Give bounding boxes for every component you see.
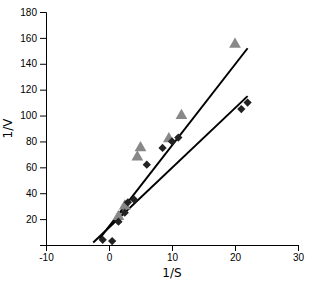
y-axis-tick-label: 160 [20,33,37,44]
y-axis-tick: 20 [26,214,46,225]
diamond-point [130,196,138,204]
y-axis-tick-mark [40,12,46,13]
diamond-point [174,133,182,141]
diamond-point [108,237,116,245]
y-axis-tick-label: 60 [26,162,38,173]
y-axis-title: 1/V [1,118,15,139]
x-axis-line [47,246,299,252]
plot: -10 0 10 20 30 20 40 60 80 100 120 140 160 180 [20,7,304,263]
x-axis-tick-mark [172,245,173,251]
chart: -10 0 10 20 30 20 40 60 80 100 120 140 160 180 1/S 1/V [0,0,312,283]
y-axis-tick-label: 20 [26,214,38,225]
y-axis-tick-mark [40,116,46,117]
y-axis-tick-mark [40,219,46,220]
y-axis-tick-mark [40,141,46,142]
y-axis-tick-mark [40,90,46,91]
x-axis-tick: 10 [167,245,179,263]
x-axis-tick-label: 20 [230,252,242,263]
trend-line [93,96,247,242]
y-axis-tick-label: 180 [20,7,37,18]
y-axis-tick-label: 80 [26,136,38,147]
y-axis-tick: 100 [20,110,46,121]
y-axis-tick: 80 [26,136,46,147]
y-axis-tick-mark [40,64,46,65]
y-axis-tick-label: 40 [26,188,38,199]
triangle-point [135,141,147,151]
x-axis-tick-label: 30 [293,252,305,263]
y-axis-tick: 60 [26,162,46,173]
triangle-point [176,109,188,119]
x-axis: -10 0 10 20 30 [39,245,304,263]
x-axis-title: 1/S [162,266,181,280]
y-axis-tick-label: 140 [20,58,37,69]
x-axis-tick-mark [235,245,236,251]
x-axis-tick-label: 0 [107,252,113,263]
x-axis-tick: 30 [293,245,305,263]
diamond-point [168,137,176,145]
y-axis-tick-mark [40,193,46,194]
y-axis-tick: 180 [20,7,46,18]
diamond-point [114,218,122,226]
triangle-point [229,38,241,48]
y-axis: 20 40 60 80 100 120 140 160 180 [20,7,46,246]
x-axis-tick: -10 [39,245,54,263]
diamond-point [243,98,251,106]
triangle-point [131,150,143,160]
x-axis-tick-label: 10 [167,252,179,263]
diamond-point [99,236,107,244]
x-axis-tick-label: -10 [39,252,54,263]
y-axis-tick: 140 [20,58,46,69]
x-axis-tick: 0 [107,245,113,263]
lines [93,48,247,242]
diamond-point [158,144,166,152]
x-axis-tick-mark [298,245,299,251]
y-axis-tick-label: 120 [20,84,37,95]
diamond-point [121,209,129,217]
y-axis-tick: 160 [20,33,46,44]
diamond-point [143,161,151,169]
marks [93,38,251,245]
y-axis-tick-mark [40,38,46,39]
diamond-point [237,105,245,113]
y-axis-tick-label: 100 [20,110,37,121]
y-axis-tick: 40 [26,188,46,199]
x-axis-tick: 20 [230,245,242,263]
points [99,38,252,245]
x-axis-tick-mark [109,245,110,251]
trend-line [100,48,248,238]
y-axis-tick: 120 [20,84,46,95]
y-axis-tick-mark [40,167,46,168]
y-axis-line [40,13,47,246]
